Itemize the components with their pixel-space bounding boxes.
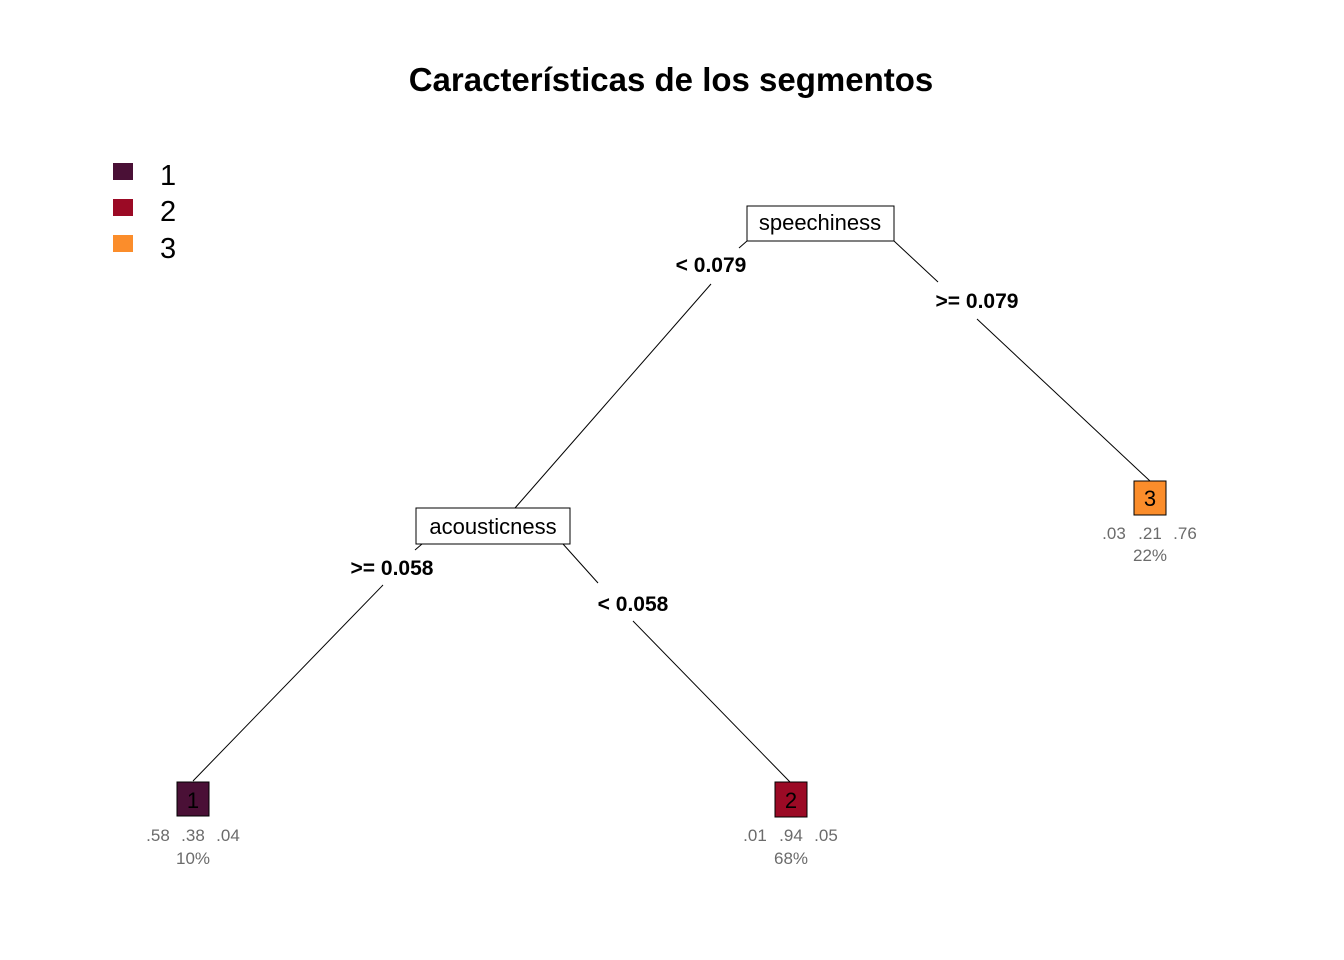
edge-internal-left-upper (414, 543, 423, 551)
leaf-1-prob-1: .58 (146, 826, 170, 845)
legend-swatch-1 (113, 163, 133, 180)
internal-right-split-label: < 0.058 (598, 593, 669, 616)
edge-internal-left-lower (192, 584, 384, 782)
leaf-1-class: 1 (187, 788, 199, 813)
internal-node-variable: acousticness (429, 514, 556, 539)
leaf-1-box (176, 781, 210, 817)
edge-root-left-upper (738, 240, 748, 249)
edge-internal-right-upper (562, 543, 599, 584)
leaf-3-prob-3: .76 (1173, 524, 1197, 543)
legend-swatch-3 (113, 235, 133, 252)
leaf-node-1: 1 .58 .38 .04 10% (146, 781, 240, 868)
leaf-1-percent: 10% (176, 849, 210, 868)
legend-item-3: 3 (113, 233, 176, 265)
leaf-3-prob-1: .03 (1102, 524, 1126, 543)
leaf-2-prob-2: .94 (779, 826, 803, 845)
root-node: speechiness (746, 205, 895, 242)
root-node-box (746, 205, 895, 242)
leaf-3-box (1133, 480, 1167, 516)
leaf-1-prob-2: .38 (181, 826, 205, 845)
legend: 1 2 3 (113, 160, 176, 265)
leaf-1-prob-3: .04 (216, 826, 240, 845)
leaf-2-percent: 68% (774, 849, 808, 868)
root-node-variable: speechiness (759, 210, 881, 235)
legend-swatch-2 (113, 199, 133, 216)
legend-label-3: 3 (160, 233, 176, 265)
figure-title: Características de los segmentos (409, 61, 934, 98)
edge-internal-right-lower (632, 620, 791, 783)
edge-root-right-lower (976, 318, 1151, 482)
leaf-node-2: 2 .01 .94 .05 68% (743, 781, 838, 868)
leaf-2-prob-1: .01 (743, 826, 767, 845)
leaf-3-prob-2: .21 (1138, 524, 1162, 543)
leaf-3-percent: 22% (1133, 546, 1167, 565)
legend-label-2: 2 (160, 196, 176, 228)
leaf-2-box (774, 781, 808, 818)
internal-node: acousticness (415, 507, 571, 545)
tree-edges (192, 240, 1151, 783)
leaf-node-3: 3 .03 .21 .76 22% (1102, 480, 1197, 565)
internal-left-split-label: >= 0.058 (351, 557, 434, 580)
root-right-split-label: >= 0.079 (936, 290, 1019, 313)
internal-node-box (415, 507, 571, 545)
leaf-2-class: 2 (785, 788, 797, 813)
edge-root-right-upper (893, 240, 939, 283)
legend-label-1: 1 (160, 160, 176, 192)
legend-item-1: 1 (113, 160, 176, 192)
root-left-split-label: < 0.079 (676, 254, 747, 277)
leaf-3-class: 3 (1144, 486, 1156, 511)
legend-item-2: 2 (113, 196, 176, 228)
edge-root-left-lower (514, 283, 712, 509)
leaf-2-prob-3: .05 (814, 826, 838, 845)
